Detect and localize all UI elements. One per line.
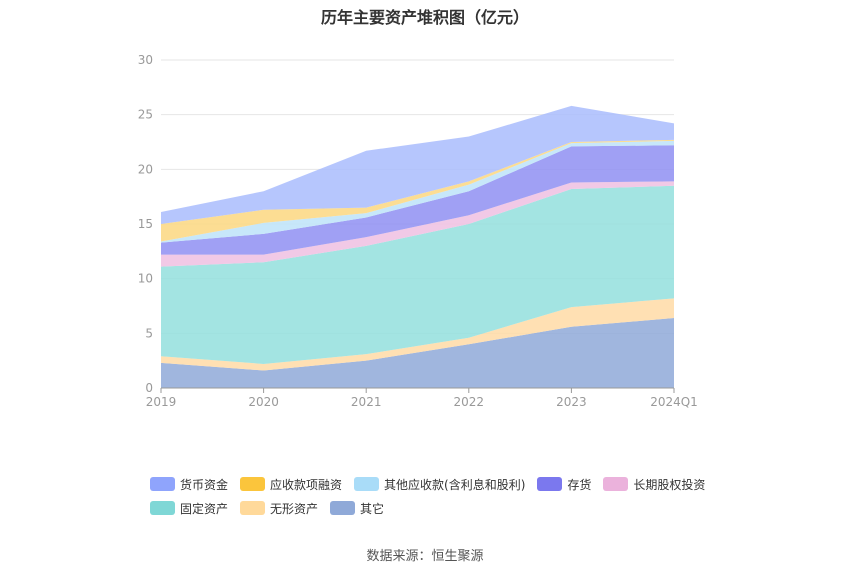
legend-label: 无形资产 <box>270 501 319 516</box>
x-tick-label: 2023 <box>556 395 587 409</box>
legend-item-long-term-equity[interactable]: 长期股权投资 <box>603 476 705 493</box>
y-tick-label: 15 <box>138 217 153 231</box>
legend-row-2: 固定资产 无形资产 其它 <box>150 496 750 520</box>
legend-item-other-receivables[interactable]: 其他应收款(含利息和股利) <box>354 476 525 493</box>
legend-swatch <box>330 501 356 515</box>
legend-label: 长期股权投资 <box>633 477 706 492</box>
legend: 货币资金 应收款项融资 其他应收款(含利息和股利) 存货 长期股权投资 固定资产… <box>150 472 750 520</box>
y-tick-label: 5 <box>145 326 153 340</box>
area-series <box>161 181 674 267</box>
y-tick-label: 20 <box>138 162 153 176</box>
chart-title: 历年主要资产堆积图（亿元） <box>320 8 529 27</box>
legend-item-other[interactable]: 其它 <box>330 500 384 517</box>
legend-label: 其它 <box>360 501 385 516</box>
y-tick-label: 30 <box>138 53 153 67</box>
y-tick-label: 10 <box>138 272 153 286</box>
data-source: 数据来源：恒生聚源 <box>366 549 484 564</box>
x-tick-label: 2019 <box>146 395 177 409</box>
area-series <box>161 318 674 388</box>
legend-item-inventory[interactable]: 存货 <box>537 476 591 493</box>
x-tick-label: 2022 <box>454 395 485 409</box>
area-series <box>161 105 674 224</box>
legend-item-intangible-assets[interactable]: 无形资产 <box>240 500 318 517</box>
legend-label: 货币资金 <box>180 477 229 492</box>
legend-swatch <box>354 477 380 491</box>
legend-label: 固定资产 <box>180 501 229 516</box>
area-series <box>161 145 674 255</box>
area-series <box>161 185 674 364</box>
legend-swatch <box>537 477 563 491</box>
area-series <box>161 298 674 371</box>
legend-item-cash[interactable]: 货币资金 <box>150 476 228 493</box>
legend-swatch <box>150 501 175 515</box>
legend-label: 其他应收款(含利息和股利) <box>384 477 526 492</box>
legend-swatch <box>240 501 266 515</box>
y-tick-label: 0 <box>145 381 153 395</box>
legend-label: 应收款项融资 <box>270 477 343 492</box>
area-series <box>161 140 674 243</box>
legend-swatch <box>603 477 629 491</box>
x-tick-label: 2024Q1 <box>650 395 698 409</box>
legend-swatch <box>240 477 266 491</box>
legend-row-1: 货币资金 应收款项融资 其他应收款(含利息和股利) 存货 长期股权投资 <box>150 472 750 496</box>
legend-label: 存货 <box>567 477 592 492</box>
area-series <box>161 139 674 242</box>
y-tick-label: 25 <box>138 108 153 122</box>
x-tick-label: 2021 <box>351 395 382 409</box>
legend-item-fixed-assets[interactable]: 固定资产 <box>150 500 228 517</box>
x-tick-label: 2020 <box>248 395 279 409</box>
legend-swatch <box>150 477 175 491</box>
legend-item-receivables-financing[interactable]: 应收款项融资 <box>240 476 342 493</box>
